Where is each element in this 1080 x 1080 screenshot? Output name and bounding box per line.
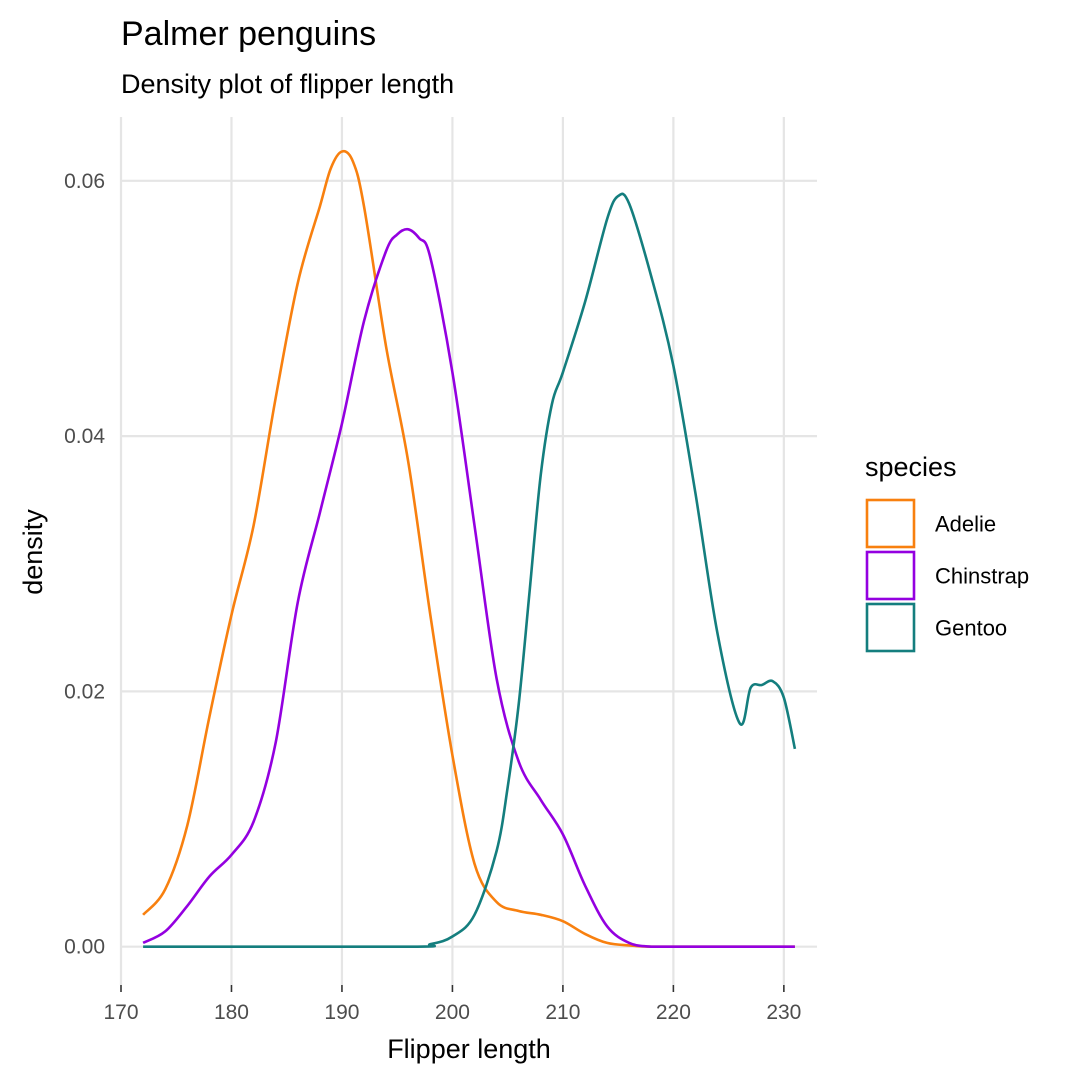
chart-subtitle: Density plot of flipper length xyxy=(121,69,454,99)
x-axis-title: Flipper length xyxy=(387,1034,551,1064)
x-tick-label: 210 xyxy=(545,1001,580,1024)
series-line-chinstrap xyxy=(142,227,795,949)
legend-items: Adelie Chinstrap Gentoo xyxy=(865,498,1029,653)
series-line-gentoo xyxy=(143,192,797,949)
gridlines xyxy=(119,117,817,985)
x-tick-label: 230 xyxy=(766,1001,801,1024)
legend: species Adelie Chinstrap Gentoo xyxy=(865,452,1029,653)
x-tick-label: 190 xyxy=(324,1001,359,1024)
y-axis-title: density xyxy=(18,509,48,595)
legend-key-adelie xyxy=(865,498,916,549)
x-tick-label: 170 xyxy=(103,1001,138,1024)
legend-label-chinstrap: Chinstrap xyxy=(935,564,1029,589)
y-tick-label: 0.04 xyxy=(64,425,105,448)
axis-ticks: 170 180 190 200 210 220 230 0.00 0.02 0.04 0.06 xyxy=(64,170,801,1024)
x-tick-label: 220 xyxy=(656,1001,691,1024)
density-series xyxy=(142,149,797,949)
legend-key-gentoo xyxy=(865,602,916,653)
x-tick-label: 180 xyxy=(214,1001,249,1024)
y-tick-label: 0.00 xyxy=(64,936,105,959)
x-tick-label: 200 xyxy=(435,1001,470,1024)
legend-title: species xyxy=(865,452,957,482)
legend-label-gentoo: Gentoo xyxy=(935,616,1007,641)
y-tick-label: 0.02 xyxy=(64,680,105,703)
series-line-adelie xyxy=(142,149,795,949)
y-tick-label: 0.06 xyxy=(64,170,105,193)
chart-title: Palmer penguins xyxy=(121,15,376,53)
legend-label-adelie: Adelie xyxy=(935,512,996,537)
legend-key-chinstrap xyxy=(865,550,916,601)
